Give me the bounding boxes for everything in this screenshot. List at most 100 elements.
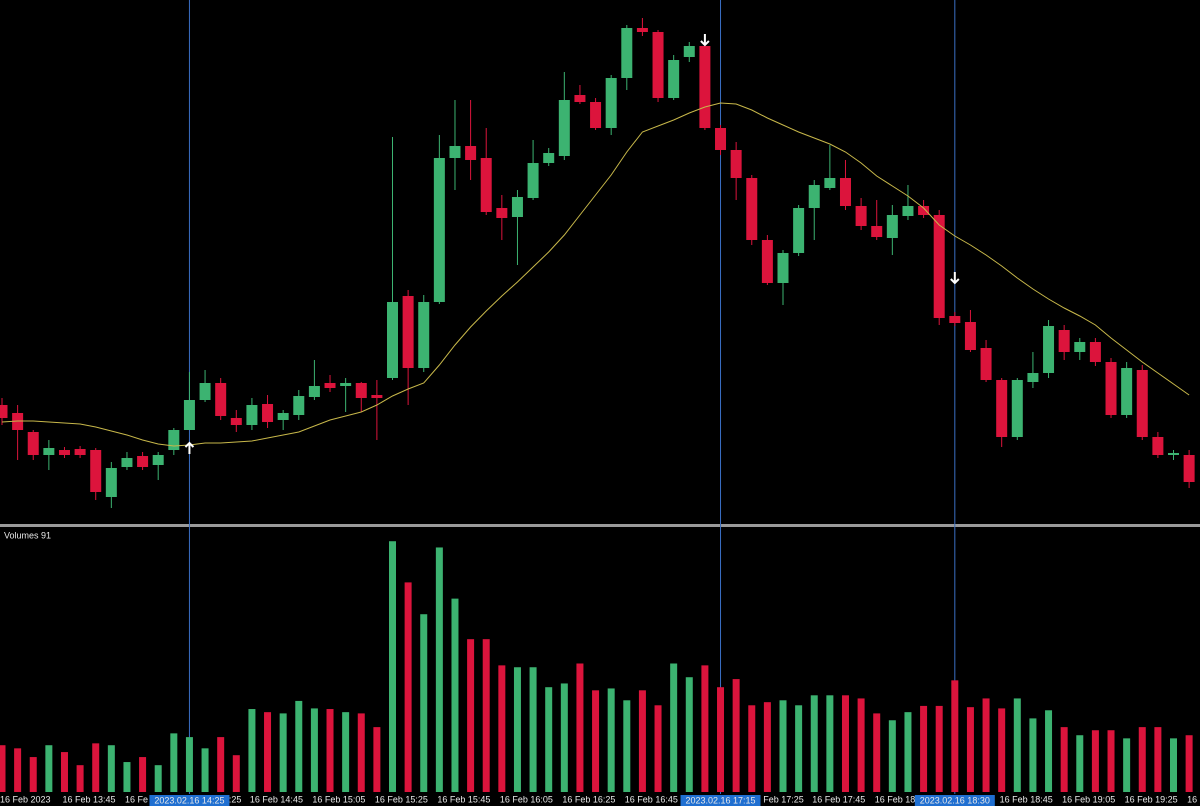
volume-bar [841,695,849,792]
volume-bar [576,663,584,792]
volume-bar [623,700,631,792]
candle-body [58,450,70,455]
candle-body [1089,342,1101,362]
volume-bar [513,667,521,792]
candle-body [418,302,430,368]
candle-body [949,316,961,323]
volume-label: Volumes 91 [4,530,51,540]
volume-bar [638,690,646,792]
cursor-label-bg [680,795,761,806]
candle-body [824,178,836,188]
candle-body [1074,342,1086,352]
time-label: 16 Feb [1187,794,1200,804]
candle-body [996,380,1008,437]
volume-bar [779,700,787,792]
candle-body [90,450,102,492]
volume-bar [185,737,193,792]
volume-bar [451,598,459,792]
volume-bar [1076,735,1084,792]
candle-body [1058,330,1070,352]
candle-body [0,405,8,418]
candle-body [699,46,711,128]
volume-bar [763,702,771,792]
candle-body [27,432,39,455]
volume-bar [248,709,256,792]
candle-body [215,383,227,416]
volume-bar [45,745,53,792]
volume-bar [607,688,615,792]
candle-body [839,178,851,206]
volume-bar [0,745,6,792]
candle-body [886,215,898,238]
volume-bar [14,748,22,792]
candle-body [1043,326,1055,373]
time-label: 16 Feb 17:45 [812,794,865,804]
volume-bar [92,743,100,792]
volume-bar [920,705,928,792]
candle-body [277,413,289,420]
candle-body [855,206,867,226]
candle-body [449,146,461,158]
candle-body [621,28,633,78]
volume-bar [795,705,803,792]
volume-bar [139,757,147,792]
volume-bar [107,745,115,792]
candle-body [246,405,258,425]
candle-body [808,185,820,208]
volume-bar [29,757,37,792]
volume-bar [1185,735,1193,792]
volume-bar [1154,727,1162,792]
candle-body [605,78,617,128]
volume-bar [264,712,272,792]
candle-body [746,178,758,240]
time-label: 16 Feb 18 [875,794,916,804]
volume-bar [1013,698,1021,792]
volume-bar [545,687,553,792]
candle-body [683,46,695,57]
volume-bar [1029,718,1037,792]
cursor-label-bg [149,795,230,806]
time-label: 16 Feb 16:25 [562,794,615,804]
candle-body [324,383,336,388]
volume-bar [670,663,678,792]
candle-body [761,240,773,283]
volume-bar [592,690,600,792]
volume-bar [342,712,350,792]
candle-body [652,32,664,98]
candle-body [590,102,602,128]
candle-body [543,153,555,163]
volume-bar [1170,738,1177,792]
volume-bar [279,713,287,792]
time-label: 16 Feb 2023 [0,794,51,804]
time-label: 16 Feb 13:45 [62,794,115,804]
volume-bar [389,541,396,792]
candle-body [1152,437,1164,455]
candle-body [152,455,164,465]
candle-body [871,226,883,237]
volume-bar [60,752,68,792]
time-label: Feb 17:25 [763,794,804,804]
candle-body [371,395,383,398]
volume-bar [1091,730,1099,792]
time-label: 16 Fe [125,794,148,804]
moving-average [1,102,1190,447]
candle-body [480,158,492,212]
candle-body [496,208,508,218]
candle-body [1105,362,1117,415]
candle-body [230,418,242,425]
candle-body [511,197,523,217]
candle-body [1168,453,1179,455]
candle-body [980,348,992,380]
volume-bar [1107,730,1115,792]
candle-body [355,383,367,398]
candle-body [105,468,117,497]
candle-body [308,386,320,397]
cursor-label: 2023.02.16 14:25 [154,795,224,805]
candle-body [793,208,805,253]
candle-body [964,322,976,350]
volume-bar [560,683,568,792]
volume-bar [810,695,818,792]
candle-body [433,158,445,302]
